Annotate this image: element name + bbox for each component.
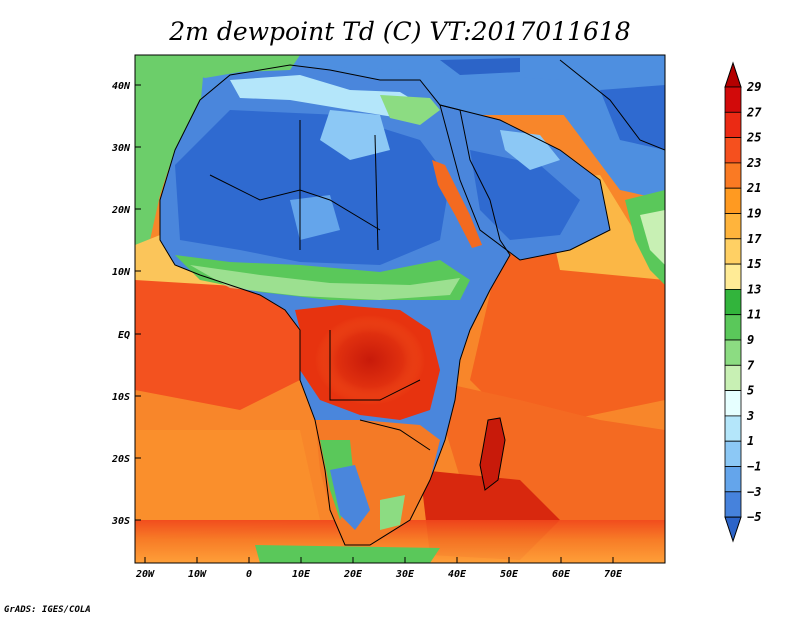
colorbar: 29 27 25 23 21 19 17 15 13 11 9 7 5 3 1 −1 −3 −5 [724, 61, 762, 543]
map-title: 2m dewpoint Td (C) VT:2017011618 [168, 17, 630, 46]
colorbar-segment [724, 491, 742, 518]
colorbar-min-arrow [724, 516, 742, 543]
lon-tick-label: 0 [246, 569, 252, 580]
lat-tick-label: EQ [118, 330, 130, 341]
colorbar-segment [724, 415, 742, 442]
colorbar-label: 9 [747, 333, 754, 347]
colorbar-segment [724, 263, 742, 290]
lat-tick-label: 10S [112, 392, 130, 403]
colorbar-label: 3 [746, 409, 754, 423]
colorbar-segment [724, 187, 742, 214]
colorbar-label: 1 [747, 434, 754, 448]
lon-tick: 40E [448, 557, 467, 580]
lon-tick: 0 [246, 557, 252, 580]
map-frame [134, 54, 666, 564]
lat-tick: 20N [111, 205, 141, 216]
colorbar-label: 11 [747, 308, 761, 322]
coastlines [159, 59, 665, 546]
lon-tick: 60E [552, 557, 571, 580]
lat-tick: 10N [112, 267, 141, 278]
colorbar-label: 23 [746, 156, 761, 170]
lat-tick-label: 10N [112, 267, 131, 278]
lat-tick-label: 20S [111, 454, 130, 465]
lon-tick: 20W [135, 557, 155, 580]
colorbar-label: 27 [746, 105, 762, 119]
colorbar-label: 19 [747, 207, 761, 221]
colorbar-segment [724, 137, 742, 164]
lon-tick-label: 10W [188, 569, 207, 580]
colorbar-segment [724, 288, 742, 316]
credit-text: GrADS: IGES/COLA [4, 605, 91, 615]
dewpoint-field [135, 55, 665, 563]
colorbar-label: −1 [747, 460, 761, 474]
lon-tick: 50E [500, 557, 519, 580]
lat-tick: 40N [112, 81, 141, 92]
lon-tick: 10W [188, 557, 207, 580]
colorbar-segment [724, 162, 742, 189]
lon-axis: 20W 10W 0 10E 20E 30E 40E 50E 60E 70E [135, 557, 623, 580]
colorbar-label: 21 [746, 181, 761, 195]
colorbar-label: −3 [747, 485, 761, 499]
colorbar-label: 7 [747, 358, 755, 372]
lon-tick-label: 10E [292, 569, 311, 580]
colorbar-segment [724, 314, 742, 341]
colorbar-segment [724, 238, 742, 265]
colorbar-label: 15 [747, 257, 761, 271]
lat-tick-label: 30S [111, 516, 130, 527]
lon-tick-label: 50E [500, 569, 519, 580]
lon-tick: 20E [343, 557, 363, 580]
colorbar-label: −5 [747, 510, 761, 524]
colorbar-label: 25 [746, 131, 761, 145]
lon-tick-label: 40E [448, 569, 467, 580]
colorbar-segment [724, 86, 742, 113]
lon-tick-label: 20W [135, 569, 155, 580]
lat-tick: EQ [118, 330, 141, 341]
lon-tick: 70E [604, 557, 623, 580]
lat-tick-label: 30N [111, 143, 131, 154]
lon-tick-label: 30E [395, 569, 415, 580]
lat-tick: 30S [111, 516, 141, 527]
lon-tick-label: 70E [604, 569, 623, 580]
colorbar-segment [724, 390, 742, 417]
lat-axis: 40N 30N 20N 10N EQ 10S 20S 30S [111, 81, 141, 527]
lat-tick-label: 20N [111, 205, 131, 216]
colorbar-max-arrow [724, 61, 742, 88]
lat-tick: 20S [111, 454, 141, 465]
colorbar-segment [724, 466, 742, 493]
lon-tick-label: 60E [552, 569, 571, 580]
colorbar-segment [724, 339, 742, 366]
lon-tick: 10E [292, 557, 311, 580]
lon-tick: 30E [395, 557, 415, 580]
colorbar-label: 29 [746, 80, 761, 94]
colorbar-segment [724, 213, 742, 240]
lon-tick-label: 20E [343, 569, 363, 580]
lat-tick: 10S [112, 392, 141, 403]
colorbar-label: 17 [747, 232, 762, 246]
colorbar-segment [724, 364, 742, 391]
colorbar-label: 13 [747, 282, 761, 296]
colorbar-segment [724, 440, 742, 467]
lat-tick: 30N [111, 143, 141, 154]
colorbar-label: 5 [747, 384, 754, 398]
lat-tick-label: 40N [112, 81, 131, 92]
colorbar-segment [724, 111, 742, 139]
